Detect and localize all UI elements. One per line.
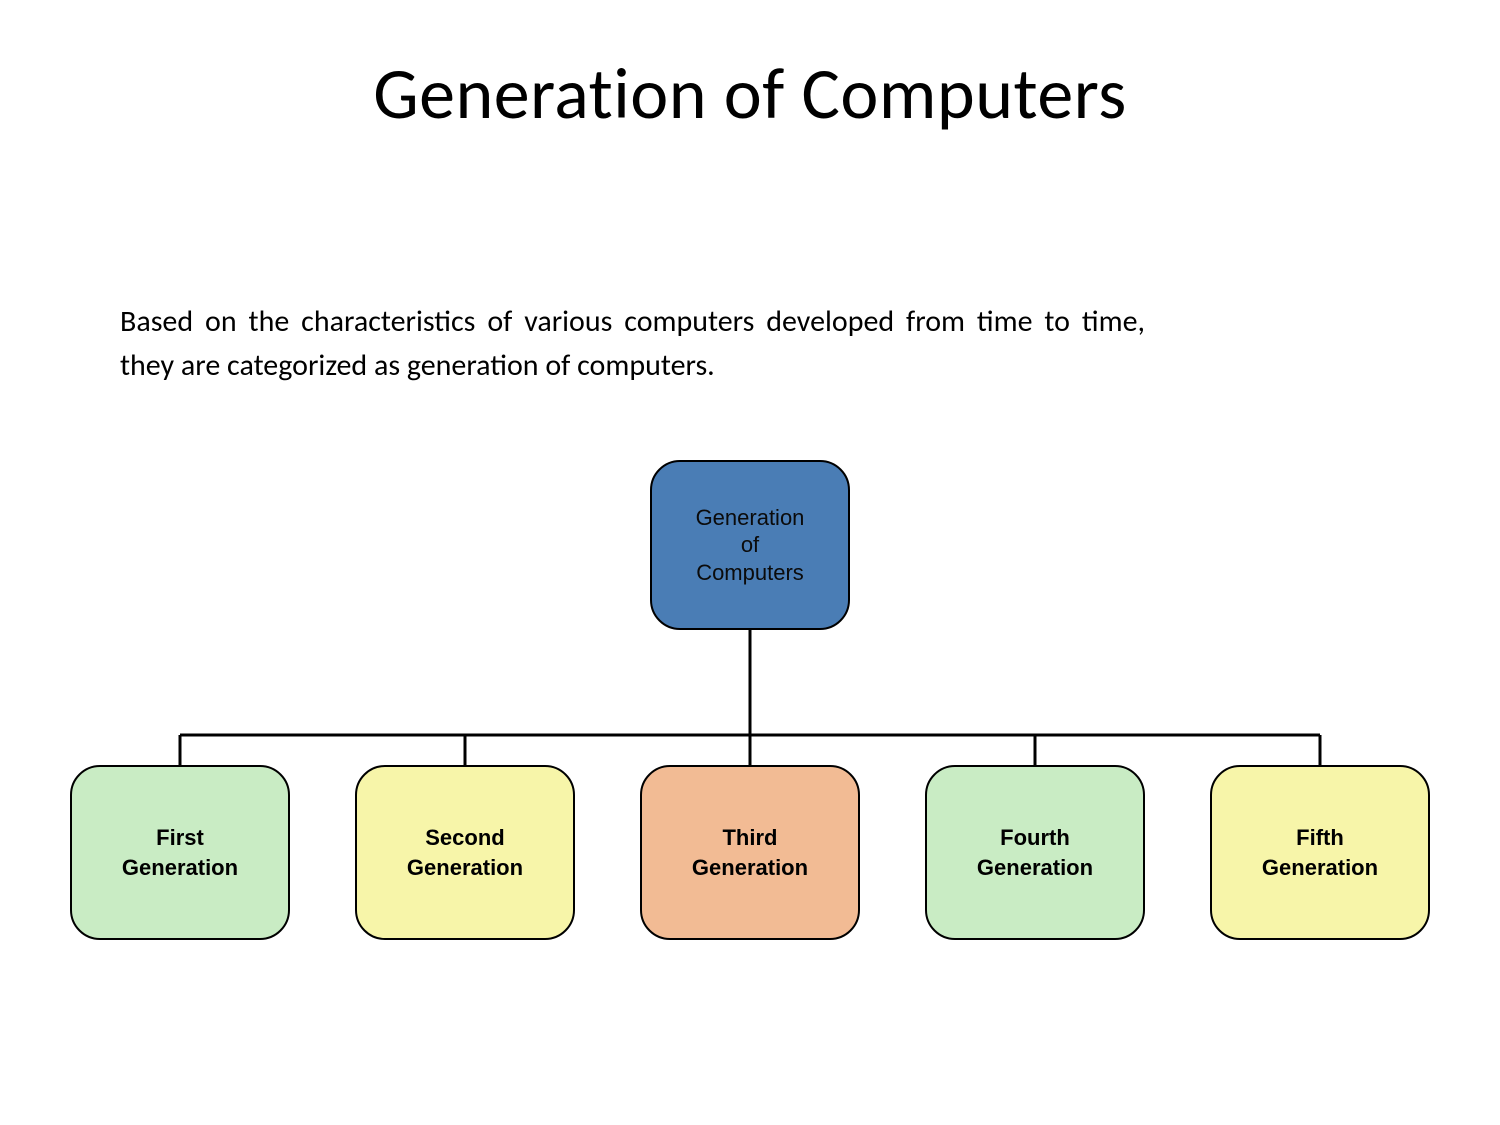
root-node: Generation of Computers [650,460,850,630]
slide: Generation of Computers Based on the cha… [0,0,1500,1125]
child-node-3: Fourth Generation [925,765,1145,940]
child-node-2-label: Third Generation [692,823,808,882]
slide-description: Based on the characteristics of various … [120,300,1145,387]
slide-title: Generation of Computers [0,50,1500,138]
child-node-3-label: Fourth Generation [977,823,1093,882]
root-node-label: Generation of Computers [696,504,805,587]
child-node-0-label: First Generation [122,823,238,882]
tree-diagram: Generation of Computers First Generation S… [70,460,1430,940]
child-node-4-label: Fifth Generation [1262,823,1378,882]
child-node-1: Second Generation [355,765,575,940]
child-node-4: Fifth Generation [1210,765,1430,940]
child-node-1-label: Second Generation [407,823,523,882]
child-node-0: First Generation [70,765,290,940]
child-node-2: Third Generation [640,765,860,940]
